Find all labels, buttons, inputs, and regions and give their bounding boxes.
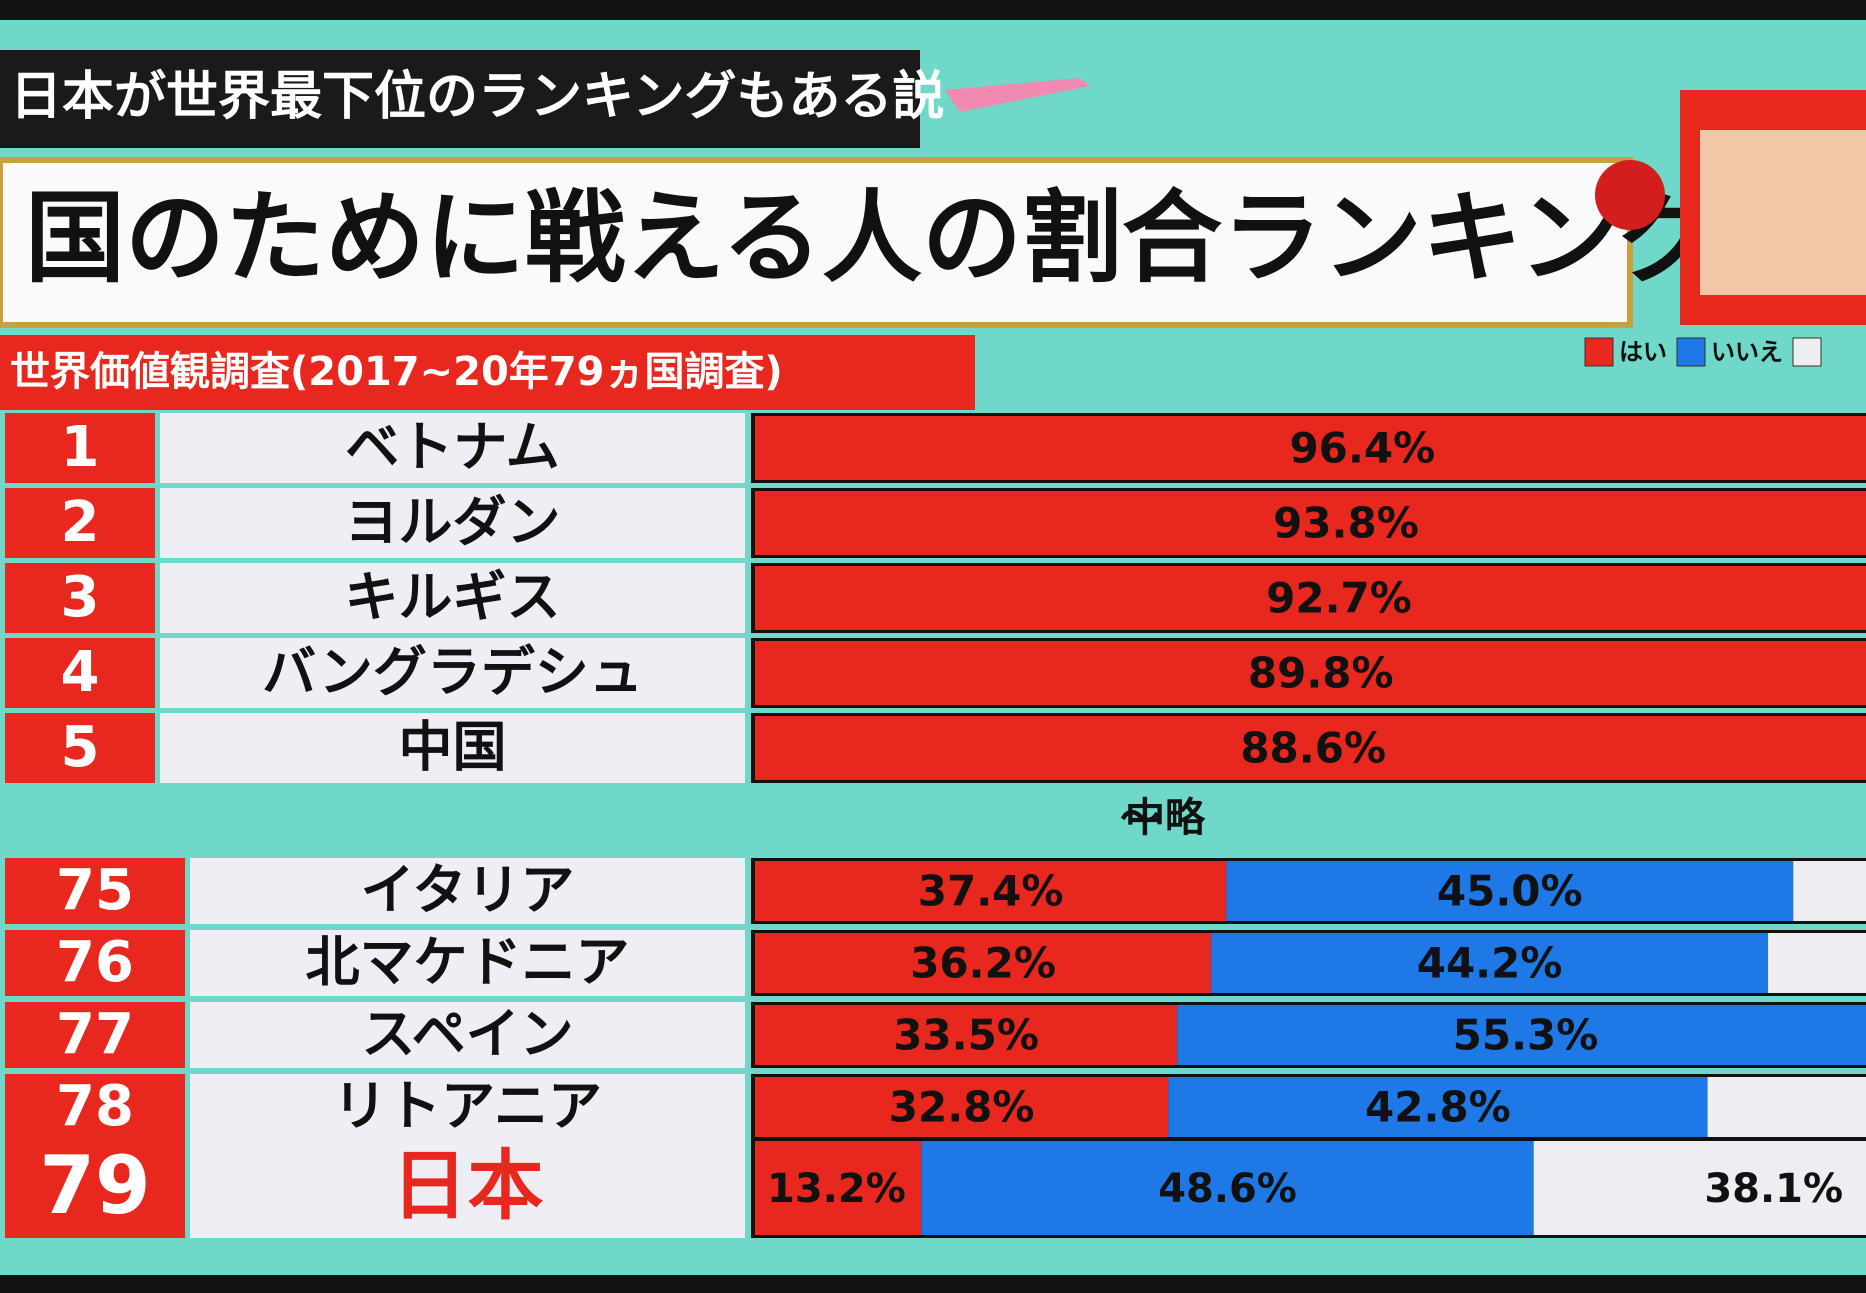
rank-box	[5, 858, 185, 924]
rank-box	[5, 1138, 185, 1238]
legend-swatch	[1676, 337, 1706, 367]
rank-box	[5, 563, 155, 633]
value-label: 88.6%	[1240, 724, 1386, 773]
value-label: 96.4%	[1289, 424, 1435, 473]
pointer-hand	[945, 78, 1090, 112]
rank-box	[5, 638, 155, 708]
legend-swatch	[1792, 337, 1822, 367]
banner: 日本が世界最下位のランキングもある説	[10, 67, 944, 127]
rank-box	[5, 930, 185, 996]
bar-segment	[1211, 933, 1769, 993]
bar-segment	[755, 491, 1866, 555]
rank: 5	[61, 715, 100, 780]
value-label: 55.3%	[1453, 1011, 1599, 1060]
rank: 75	[56, 858, 134, 923]
wipe-face	[1700, 130, 1866, 295]
value-label: 42.8%	[1365, 1083, 1511, 1132]
rank: 4	[61, 640, 100, 705]
value-label: 92.7%	[1266, 574, 1412, 623]
plot: はい いいえ 1 ベトナム 96.4% 2 ヨルダン 93.8% 3 キルギス 92.7% 4 バングラ…	[5, 337, 1866, 1238]
legend-label: いいえ	[1711, 338, 1783, 366]
country: バングラデシュ	[262, 641, 643, 704]
country: 北マケドニア	[306, 931, 630, 994]
rose	[1595, 160, 1665, 230]
country: ヨルダン	[345, 491, 561, 554]
value-label: 33.5%	[893, 1011, 1039, 1060]
value-label: 93.8%	[1273, 499, 1419, 548]
bar-segment	[755, 1141, 922, 1235]
rank: 76	[56, 930, 134, 995]
value-label: 38.1%	[1704, 1166, 1843, 1212]
rank: 77	[56, 1002, 134, 1067]
bar-segment	[755, 641, 1866, 705]
rank-box	[5, 413, 155, 483]
rank: 79	[39, 1139, 150, 1232]
bar-segment	[921, 1141, 1534, 1235]
rank: 3	[61, 565, 100, 630]
country: キルギス	[345, 566, 561, 629]
rank-box	[5, 488, 155, 558]
value-label: 45.0%	[1437, 867, 1583, 916]
bar-segment	[755, 1005, 1178, 1065]
rank-box	[5, 1002, 185, 1068]
value-label: 36.2%	[910, 939, 1056, 988]
value-label: 32.8%	[889, 1083, 1035, 1132]
name-box	[160, 713, 745, 783]
country: スペイン	[361, 1003, 573, 1066]
rank-box	[5, 1074, 185, 1140]
name-box	[160, 488, 745, 558]
country: 中国	[399, 716, 507, 779]
country: ベトナム	[345, 416, 559, 479]
bar-segment	[1793, 861, 1866, 921]
value-label: 44.2%	[1417, 939, 1563, 988]
country: イタリア	[361, 859, 575, 922]
subtitle: 世界価値観調査(2017~20年79ヵ国調査)	[10, 349, 783, 395]
bar-segment	[1177, 1005, 1866, 1065]
rank: 78	[56, 1074, 134, 1139]
bar-segment	[1533, 1141, 1866, 1235]
separator-label: 中略	[1125, 795, 1206, 841]
rank: 2	[61, 490, 100, 555]
subtitle-bg	[0, 335, 975, 410]
legend-swatch	[1584, 337, 1614, 367]
country: リトアニア	[333, 1075, 602, 1138]
name-box	[190, 858, 745, 924]
chart-title: 国のために戦える人の割合ランキング	[25, 179, 1719, 296]
bar-segment	[1168, 1077, 1708, 1137]
bar-segment	[755, 566, 1866, 630]
name-box	[160, 413, 745, 483]
value-label: 13.2%	[767, 1166, 906, 1212]
bar-segment	[755, 1077, 1169, 1137]
title-bg	[0, 157, 1633, 328]
value-label: 37.4%	[918, 867, 1064, 916]
name-box	[160, 638, 745, 708]
name-box	[190, 1138, 745, 1238]
bar-segment	[755, 416, 1866, 480]
name-box	[190, 1074, 745, 1140]
name-box	[160, 563, 745, 633]
bar-segment	[755, 933, 1212, 993]
value-label: 48.6%	[1158, 1166, 1297, 1212]
country: 日本	[392, 1141, 544, 1230]
separator: 〜	[1120, 795, 1160, 841]
legend-label: はい	[1619, 338, 1667, 366]
name-box	[190, 930, 745, 996]
name-box	[190, 1002, 745, 1068]
bar-segment	[755, 716, 1866, 780]
banner-bg	[0, 50, 920, 148]
rank: 1	[61, 415, 100, 480]
bar-segment	[1707, 1077, 1866, 1137]
bar-segment	[755, 861, 1227, 921]
bar-segment	[1226, 861, 1794, 921]
bar-segment	[1768, 933, 1866, 993]
value-label: 89.8%	[1248, 649, 1394, 698]
bezel	[0, 1275, 1866, 1293]
rank-box	[5, 713, 155, 783]
